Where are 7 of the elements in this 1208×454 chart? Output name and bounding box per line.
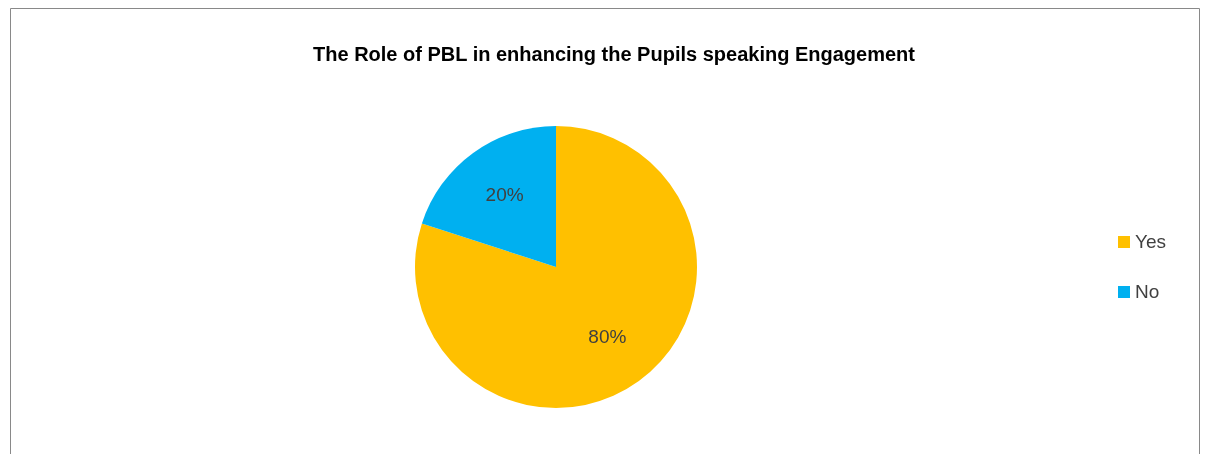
chart-title: The Role of PBL in enhancing the Pupils speaking Engagement [313, 43, 916, 65]
legend-label: Yes [1135, 231, 1166, 253]
pie-slice [421, 126, 556, 267]
pie-slice [415, 126, 697, 408]
legend-label: No [1135, 281, 1160, 303]
data-label: 20% [485, 184, 524, 206]
data-label: 80% [588, 325, 627, 347]
